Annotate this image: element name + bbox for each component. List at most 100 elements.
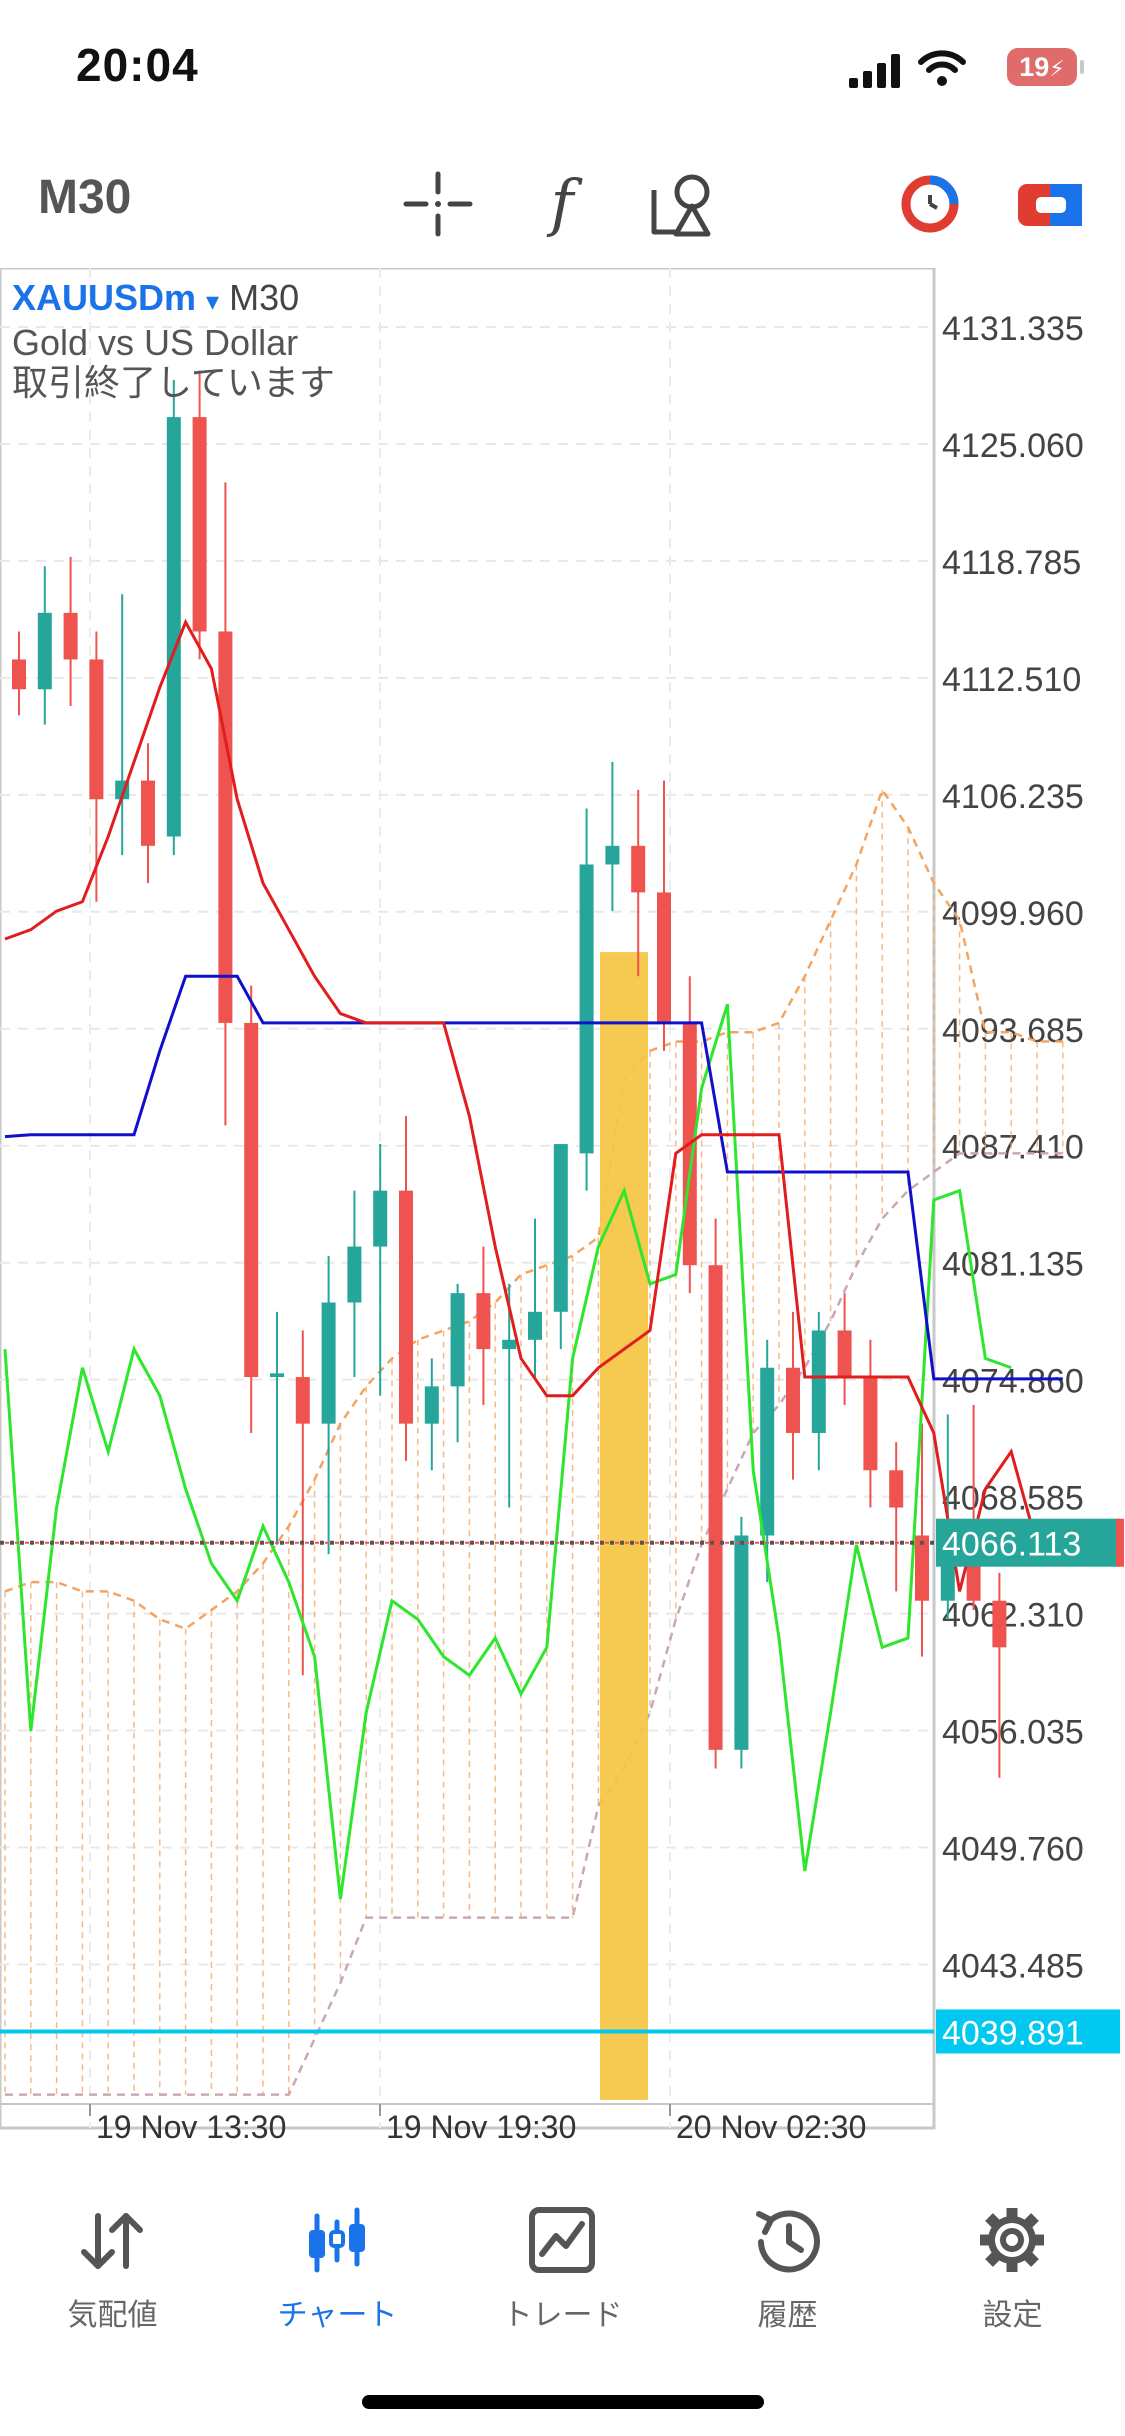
status-bar: 20:04 19⚡: [0, 0, 1125, 140]
trade-mode-icon: [1018, 184, 1082, 226]
y-tick-label: 4049.760: [942, 1831, 1084, 1869]
candle-body: [218, 631, 233, 1023]
candle-body: [708, 1265, 723, 1750]
candle-body: [295, 1377, 310, 1424]
candle-body: [889, 1470, 904, 1508]
y-tick-label: 4068.585: [942, 1480, 1084, 1518]
plot-frame: [0, 268, 936, 2130]
candle-body: [192, 417, 207, 632]
y-tick-label: 4081.135: [942, 1246, 1084, 1284]
candle-body: [734, 1535, 749, 1750]
highlight-bar: [600, 952, 648, 2100]
settings-icon: [980, 2208, 1044, 2272]
current-price-label-bg: [936, 1518, 1120, 1567]
nav-label-settings: 設定: [982, 2299, 1043, 2332]
candle-body: [760, 1367, 775, 1536]
candle-body: [166, 417, 181, 837]
candle-body: [579, 864, 594, 1154]
y-tick-label: 4043.485: [942, 1947, 1084, 1985]
candle-body: [786, 1367, 800, 1433]
history-icon: [756, 2210, 820, 2273]
cellular-signal-icon: [849, 54, 900, 88]
candle-body: [141, 780, 155, 846]
nav-label-chart: チャート: [277, 2299, 398, 2332]
function-icon: f: [547, 166, 584, 239]
chart-info: XAUUSDm ▾ M30 Gold vs US Dollar 取引終了していま…: [12, 276, 335, 403]
current-price-label-edge: [1116, 1518, 1124, 1567]
candle-body: [37, 612, 52, 690]
candle-body: [347, 1246, 362, 1303]
y-tick-label: 4074.860: [942, 1363, 1084, 1401]
timeframe-button[interactable]: M30: [38, 171, 132, 224]
battery-level: 19: [1019, 52, 1050, 82]
senkou-span-a-line: [4, 787, 1063, 1631]
one-click-trading-icon: [901, 175, 959, 233]
y-tick-label: 4118.785: [942, 544, 1081, 582]
y-tick-label: 4106.235: [942, 778, 1084, 816]
y-tick-label: 4093.685: [942, 1012, 1084, 1050]
candle-body: [915, 1535, 929, 1601]
trade-icon: [529, 2207, 595, 2273]
candle-body: [502, 1339, 517, 1350]
chart-area[interactable]: 4131.335 4125.060 4118.785 4112.510 4106.235…: [0, 268, 1125, 2148]
quotes-icon: [81, 2213, 143, 2269]
x-tick-label: 19 Nov 19:30: [386, 2109, 576, 2145]
charging-icon: ⚡: [1049, 56, 1065, 81]
candle-body: [424, 1386, 439, 1424]
status-time: 20:04: [76, 39, 199, 91]
candle-body: [837, 1330, 852, 1378]
nav-item-quotes[interactable]: 気配値: [0, 2170, 225, 2350]
candle-body: [657, 892, 671, 1023]
x-tick-label: 20 Nov 02:30: [676, 2109, 866, 2145]
y-tick-label: 4099.960: [942, 895, 1084, 933]
horizontal-level-label-bg: [936, 2009, 1120, 2054]
nav-item-chart[interactable]: チャート: [225, 2170, 450, 2350]
candle-body: [605, 845, 620, 865]
wifi-icon: [918, 50, 966, 86]
candle-body: [244, 1022, 259, 1378]
one-click-trading-button[interactable]: [890, 162, 970, 242]
nav-label-history: 履歴: [757, 2299, 818, 2332]
dropdown-glyph-icon[interactable]: ▾: [206, 286, 220, 316]
nav-item-history[interactable]: 履歴: [675, 2170, 900, 2350]
market-status: 取引終了しています: [12, 362, 335, 403]
y-tick-label: 4056.035: [942, 1714, 1084, 1752]
candle-body: [631, 845, 646, 893]
candle-body: [321, 1302, 336, 1424]
home-indicator: [362, 2395, 764, 2409]
objects-button[interactable]: [646, 162, 726, 242]
candle-body: [399, 1190, 413, 1424]
symbol-description: Gold vs US Dollar: [12, 322, 299, 363]
symbol-name[interactable]: XAUUSDm: [12, 277, 197, 318]
y-tick-label: 4112.510: [942, 661, 1081, 699]
candle-body: [12, 659, 26, 690]
kijun-sen-line: [4, 974, 1063, 1381]
current-price-label: 4066.113: [942, 1526, 1081, 1564]
price-chart[interactable]: 4131.335 4125.060 4118.785 4112.510 4106.235…: [0, 268, 1125, 2148]
candle-body: [992, 1600, 1007, 1648]
crosshair-button[interactable]: [398, 162, 478, 242]
horizontal-level-label: 4039.891: [942, 2014, 1084, 2052]
candle-body: [373, 1190, 388, 1247]
y-tick-label: 4087.410: [942, 1129, 1084, 1167]
candle-body: [863, 1377, 878, 1471]
y-tick-label: 4125.060: [942, 427, 1084, 465]
candle-body: [476, 1293, 491, 1350]
candle-body: [270, 1373, 284, 1378]
x-tick-label: 19 Nov 13:30: [96, 2109, 286, 2145]
bottom-navigation: 気配値 チャート トレード 履歴: [0, 2170, 1125, 2350]
candle-body: [528, 1311, 542, 1340]
y-tick-label: 4062.310: [942, 1597, 1084, 1635]
chikou-span-line: [3, 1003, 1012, 1900]
symbol-timeframe: M30: [229, 277, 300, 318]
nav-label-trade: トレード: [502, 2299, 623, 2332]
trade-mode-button[interactable]: [1010, 162, 1090, 242]
shapes-icon: [651, 174, 711, 237]
nav-item-settings[interactable]: 設定: [900, 2170, 1125, 2350]
nav-item-trade[interactable]: トレード: [450, 2170, 675, 2350]
nav-label-quotes: 気配値: [67, 2299, 158, 2332]
senkou-span-b-line: [5, 1152, 1063, 2096]
indicators-button[interactable]: f: [522, 162, 602, 242]
battery-indicator: 19⚡: [1007, 48, 1084, 86]
chart-toolbar: M30 f: [0, 150, 1125, 260]
